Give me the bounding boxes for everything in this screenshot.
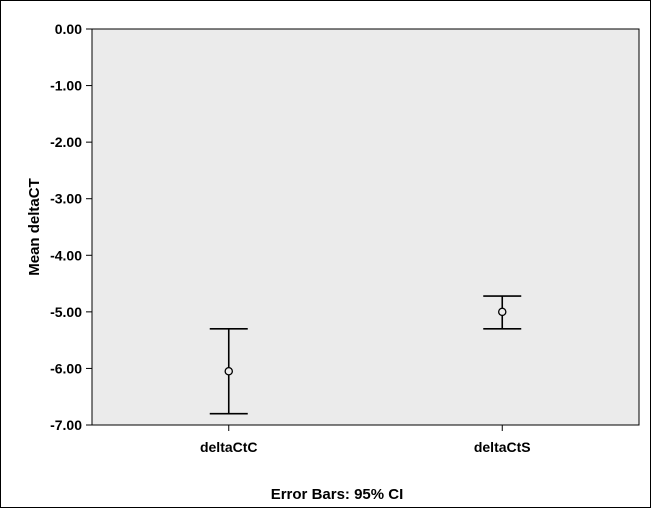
y-tick-label: -1.00 — [50, 78, 82, 94]
error-bars-footnote: Error Bars: 95% CI — [271, 486, 404, 503]
y-tick-label: 0.00 — [55, 21, 82, 37]
x-category-label: deltaCtC — [200, 439, 258, 455]
y-axis-ticks: 0.00 -1.00 -2.00 -3.00 -4.00 -5.00 -6.00 -7.00 — [50, 21, 92, 433]
chart-marks — [209, 295, 522, 415]
y-tick-label: -7.00 — [50, 417, 82, 433]
y-tick-label: -2.00 — [50, 134, 82, 150]
mean-marker-deltaCtC — [224, 367, 233, 376]
y-tick-label: -6.00 — [50, 360, 82, 376]
x-axis-ticks: deltaCtC deltaCtS — [200, 425, 531, 455]
mean-marker-deltaCtS — [497, 307, 507, 317]
y-tick-label: -5.00 — [50, 304, 82, 320]
y-axis-title: Mean deltaCT — [26, 178, 43, 276]
y-tick-label: -3.00 — [50, 191, 82, 207]
plot-area — [91, 28, 640, 426]
y-tick-label: -4.00 — [50, 247, 82, 263]
x-category-label: deltaCtS — [474, 439, 531, 455]
